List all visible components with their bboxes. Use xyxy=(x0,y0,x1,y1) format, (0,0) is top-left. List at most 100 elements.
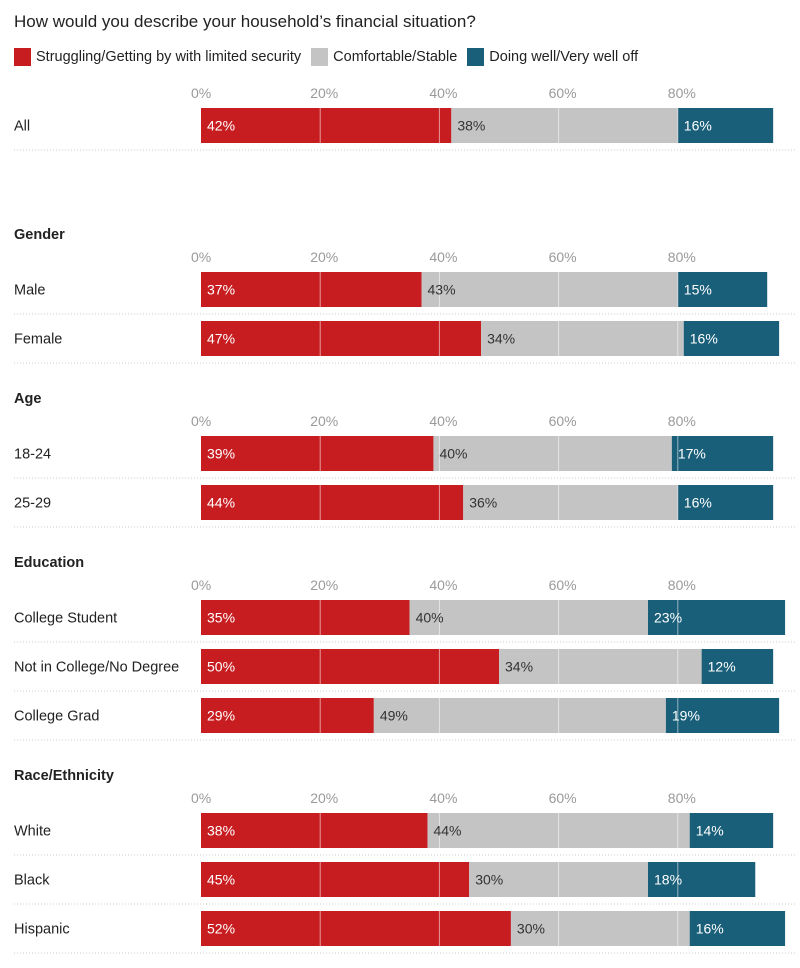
legend-swatch-struggling xyxy=(14,48,31,66)
legend-item-struggling: Struggling/Getting by with limited secur… xyxy=(14,48,301,66)
group-header-age: Age xyxy=(14,391,41,407)
data-label-hispanic-struggling: 52% xyxy=(207,921,235,937)
data-label-18-24-struggling: 39% xyxy=(207,446,235,462)
bar-not-in-college-no-degree-struggling xyxy=(201,649,499,684)
tick-label-0-race-ethnicity: 0% xyxy=(191,790,211,806)
legend-label-struggling: Struggling/Getting by with limited secur… xyxy=(36,49,302,65)
legend-swatch-doing-well xyxy=(467,48,485,66)
row-label-college-student: College Student xyxy=(14,611,117,627)
legend-label-doing-well: Doing well/Very well off xyxy=(489,49,639,65)
data-label-not-in-college-no-degree-comfortable: 34% xyxy=(505,659,533,675)
bar-all-struggling xyxy=(201,108,452,143)
data-label-hispanic-doing-well: 16% xyxy=(696,921,724,937)
row-label-not-in-college-no-degree: Not in College/No Degree xyxy=(14,660,179,676)
data-label-18-24-doing-well: 17% xyxy=(678,446,706,462)
bar-college-grad-struggling xyxy=(201,698,374,733)
bar-all-comfortable xyxy=(451,108,678,143)
bar-18-24-doing-well xyxy=(671,436,774,471)
tick-label-40-race-ethnicity: 40% xyxy=(429,790,457,806)
data-label-black-struggling: 45% xyxy=(207,872,235,888)
tick-label-60-race-ethnicity: 60% xyxy=(549,790,577,806)
bar-white-struggling xyxy=(201,813,428,848)
data-label-male-struggling: 37% xyxy=(207,282,235,298)
tick-label-0-age: 0% xyxy=(191,413,211,429)
bar-college-grad-comfortable xyxy=(373,698,666,733)
tick-label-80-all: 80% xyxy=(668,85,696,101)
bar-25-29-struggling xyxy=(201,485,464,520)
data-label-all-comfortable: 38% xyxy=(457,118,485,134)
tick-label-80-gender: 80% xyxy=(668,249,696,265)
bar-black-doing-well xyxy=(648,862,756,897)
data-label-18-24-comfortable: 40% xyxy=(439,446,467,462)
data-label-25-29-doing-well: 16% xyxy=(684,495,712,511)
bar-18-24-struggling xyxy=(201,436,434,471)
data-label-white-comfortable: 44% xyxy=(433,823,461,839)
bar-female-doing-well xyxy=(683,321,780,356)
row-label-female: Female xyxy=(14,332,62,348)
data-label-college-grad-struggling: 29% xyxy=(207,708,235,724)
bar-female-comfortable xyxy=(481,321,684,356)
group-header-education: Education xyxy=(14,555,84,571)
bar-male-comfortable xyxy=(421,272,678,307)
bar-male-doing-well xyxy=(677,272,768,307)
tick-label-60-education: 60% xyxy=(549,577,577,593)
data-label-college-student-struggling: 35% xyxy=(207,610,235,626)
data-label-25-29-struggling: 44% xyxy=(207,495,235,511)
data-label-black-comfortable: 30% xyxy=(475,872,503,888)
tick-label-40-all: 40% xyxy=(429,85,457,101)
tick-label-60-age: 60% xyxy=(549,413,577,429)
tick-label-20-age: 20% xyxy=(310,413,338,429)
row-label-hispanic: Hispanic xyxy=(14,922,70,938)
bar-college-student-struggling xyxy=(201,600,410,635)
bar-male-struggling xyxy=(201,272,422,307)
data-label-not-in-college-no-degree-doing-well: 12% xyxy=(708,659,736,675)
row-label-black: Black xyxy=(14,873,50,889)
bar-hispanic-struggling xyxy=(201,911,511,946)
tick-label-0-gender: 0% xyxy=(191,249,211,265)
tick-label-20-race-ethnicity: 20% xyxy=(310,790,338,806)
data-label-all-struggling: 42% xyxy=(207,118,235,134)
data-label-white-struggling: 38% xyxy=(207,823,235,839)
data-label-female-doing-well: 16% xyxy=(690,331,718,347)
row-label-male: Male xyxy=(14,283,45,299)
tick-label-20-all: 20% xyxy=(310,85,338,101)
bar-college-student-doing-well xyxy=(648,600,786,635)
data-label-all-doing-well: 16% xyxy=(684,118,712,134)
tick-label-0-education: 0% xyxy=(191,577,211,593)
legend-item-doing-well: Doing well/Very well off xyxy=(467,48,638,66)
bar-white-doing-well xyxy=(689,813,774,848)
legend-item-comfortable: Comfortable/Stable xyxy=(311,48,457,66)
row-label-25-29: 25-29 xyxy=(14,496,51,512)
row-label-college-grad: College Grad xyxy=(14,709,99,725)
tick-label-40-education: 40% xyxy=(429,577,457,593)
tick-label-80-race-ethnicity: 80% xyxy=(668,790,696,806)
chart-title: How would you describe your household’s … xyxy=(14,12,476,31)
group-header-gender: Gender xyxy=(14,227,65,243)
tick-label-20-gender: 20% xyxy=(310,249,338,265)
bar-not-in-college-no-degree-doing-well xyxy=(701,649,774,684)
tick-label-20-education: 20% xyxy=(310,577,338,593)
bar-hispanic-comfortable xyxy=(510,911,690,946)
bar-25-29-comfortable xyxy=(463,485,678,520)
bar-hispanic-doing-well xyxy=(689,911,786,946)
tick-label-40-age: 40% xyxy=(429,413,457,429)
data-label-25-29-comfortable: 36% xyxy=(469,495,497,511)
data-label-white-doing-well: 14% xyxy=(696,823,724,839)
row-label-all: All xyxy=(14,119,30,135)
tick-label-60-all: 60% xyxy=(549,85,577,101)
bar-18-24-comfortable xyxy=(433,436,672,471)
row-label-white: White xyxy=(14,824,51,840)
data-label-male-comfortable: 43% xyxy=(428,282,456,298)
tick-label-80-age: 80% xyxy=(668,413,696,429)
tick-label-0-all: 0% xyxy=(191,85,211,101)
data-label-college-student-comfortable: 40% xyxy=(416,610,444,626)
bar-all-doing-well xyxy=(677,108,774,143)
legend: Struggling/Getting by with limited secur… xyxy=(14,48,648,66)
data-label-not-in-college-no-degree-struggling: 50% xyxy=(207,659,235,675)
row-label-18-24: 18-24 xyxy=(14,447,51,463)
data-label-black-doing-well: 18% xyxy=(654,872,682,888)
legend-swatch-comfortable xyxy=(311,48,329,66)
data-label-female-struggling: 47% xyxy=(207,331,235,347)
tick-label-80-education: 80% xyxy=(668,577,696,593)
